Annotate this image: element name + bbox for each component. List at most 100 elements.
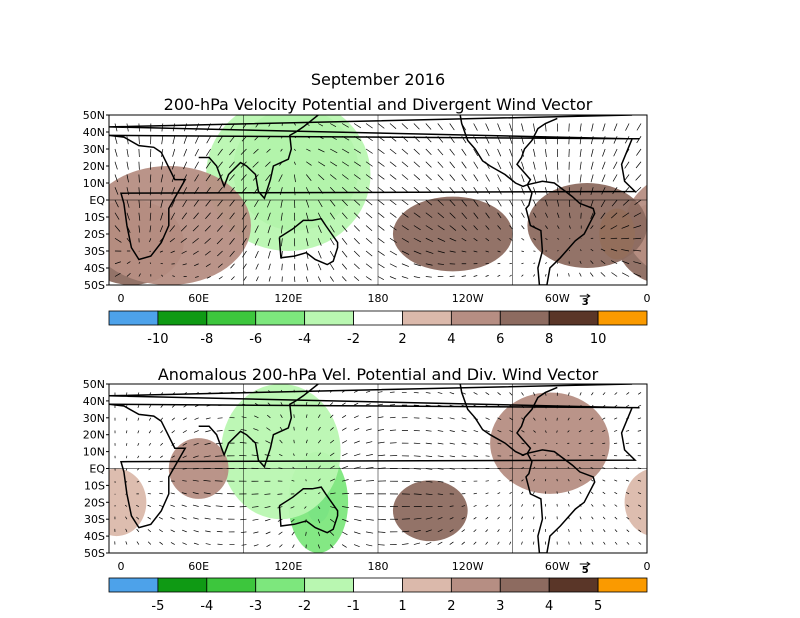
wind-vector [509, 392, 513, 396]
wind-vector [556, 442, 558, 445]
wind-vector [277, 493, 283, 495]
wind-vector [473, 161, 479, 169]
wind-vector [437, 148, 444, 156]
wind-vector [265, 531, 271, 535]
colorbar-tick-label: -2 [298, 599, 311, 614]
wind-vector [601, 161, 606, 170]
wind-vector [193, 442, 199, 446]
wind-vector [229, 250, 235, 257]
wind-vector [160, 404, 164, 408]
wind-vector [305, 401, 308, 406]
wind-vector [521, 199, 525, 207]
wind-vector [294, 123, 297, 126]
wind-vector [317, 426, 321, 431]
wind-vector [137, 417, 140, 421]
wind-vector [600, 199, 606, 208]
wind-vector [521, 262, 524, 265]
wind-vector [473, 504, 477, 507]
wind-vector [497, 541, 500, 545]
wind-vector [293, 276, 296, 282]
y-tick-label: 50S [84, 547, 105, 560]
wind-vector [437, 442, 444, 445]
wind-vector [377, 518, 387, 521]
wind-vector [264, 506, 271, 509]
wind-vector [557, 225, 560, 229]
wind-vector [194, 148, 199, 157]
wind-vector [291, 479, 295, 482]
wind-vector [365, 237, 373, 244]
wind-vector [148, 442, 152, 446]
wind-vector [567, 442, 570, 444]
wind-vector [365, 415, 372, 419]
wind-vector [521, 225, 525, 230]
wind-vector [205, 530, 211, 533]
wind-vector [634, 199, 642, 206]
wind-vector [253, 148, 259, 154]
y-tick-label: 20N [83, 160, 105, 173]
wind-vector [624, 136, 630, 144]
wind-vector [497, 516, 500, 520]
wind-vector [341, 276, 347, 282]
wind-vector [569, 237, 571, 240]
wind-vector [633, 212, 642, 217]
wind-vector [591, 504, 594, 507]
wind-vector [149, 199, 152, 209]
wind-vector [138, 136, 140, 145]
wind-vector [425, 417, 432, 419]
wind-vector [169, 225, 176, 232]
wind-vector [354, 466, 362, 469]
colorbar-tick-label: -8 [200, 332, 213, 347]
colorbar-tick-label: 3 [496, 599, 504, 614]
wind-vector [265, 440, 271, 444]
wind-vector [425, 199, 433, 206]
wind-vector [473, 430, 479, 433]
wind-vector [329, 276, 334, 282]
wind-vector [192, 237, 199, 244]
wind-vector [268, 123, 271, 127]
wind-vector [545, 199, 548, 207]
australia-coastline [278, 486, 339, 534]
wind-vector [377, 276, 385, 280]
wind-vector [545, 430, 547, 433]
wind-vector [354, 479, 362, 482]
wind-vector [266, 199, 271, 208]
wind-vector [521, 174, 525, 183]
wind-vector [318, 148, 325, 153]
wind-vector [590, 430, 594, 433]
y-tick-label: 30S [84, 513, 105, 526]
wind-vector [509, 491, 512, 495]
wind-vector [169, 237, 175, 243]
y-tick-label: 30S [84, 245, 105, 258]
wind-vector [280, 199, 283, 208]
wind-vector [568, 528, 570, 532]
wind-vector [318, 492, 321, 495]
wind-vector [521, 123, 524, 132]
panel1-title: 200-hPa Velocity Potential and Divergent… [164, 95, 593, 114]
wind-vector [365, 250, 373, 257]
wind-vector [255, 263, 259, 270]
wind-vector [533, 503, 535, 507]
wind-vector [229, 174, 235, 181]
wind-vector [413, 123, 420, 130]
wind-vector [218, 276, 223, 280]
wind-vector [354, 506, 362, 508]
wind-vector [138, 261, 141, 264]
wind-vector [568, 273, 570, 277]
wind-vector [449, 529, 454, 533]
wind-vector [533, 528, 535, 532]
wind-vector [342, 506, 350, 509]
wind-vector [148, 455, 152, 459]
wind-vector [341, 161, 350, 167]
wind-vector [148, 417, 152, 421]
wind-vector [329, 531, 335, 536]
wind-vector [590, 491, 594, 495]
wind-vector [545, 417, 547, 421]
wind-vector [545, 262, 547, 264]
wind-vector [353, 238, 360, 245]
wind-vector [181, 212, 187, 220]
wind-vector [252, 161, 259, 168]
panel1-coastlines [109, 115, 640, 285]
wind-vector [437, 263, 445, 265]
wind-vector [317, 225, 322, 233]
wind-vector [253, 531, 259, 534]
